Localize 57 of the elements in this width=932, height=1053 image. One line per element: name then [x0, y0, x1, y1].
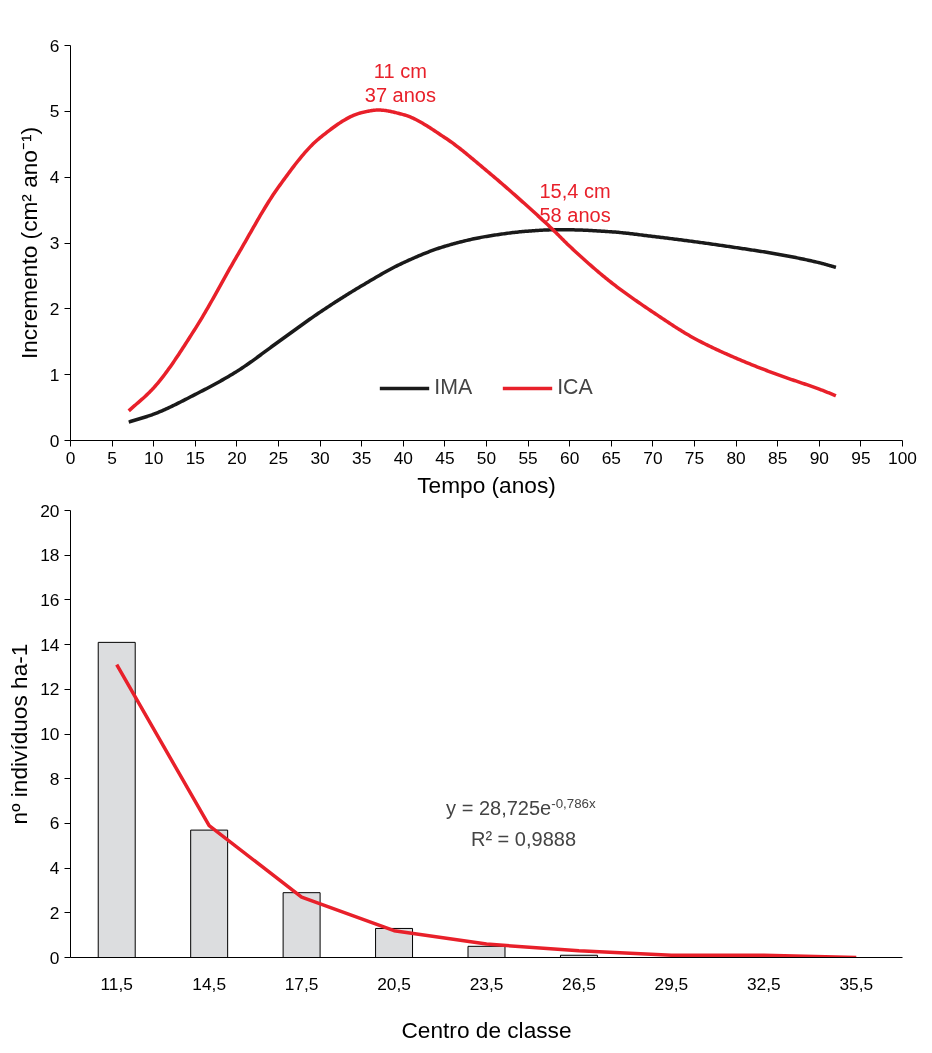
x-axis-title: Centro de classe	[401, 1016, 572, 1043]
y-tick-label: 0	[49, 430, 60, 451]
x-tick-label: 70	[643, 447, 663, 468]
legend-label: ICA	[557, 375, 593, 400]
x-tick-label: 35,5	[839, 973, 874, 994]
y-tick-label: 2	[49, 902, 60, 923]
x-tick-label: 29,5	[654, 973, 689, 994]
x-tick-label: 17,5	[284, 973, 319, 994]
line-series	[114, 662, 859, 958]
x-tick-label: 32,5	[746, 973, 781, 994]
x-tick-label: 26,5	[562, 973, 596, 994]
x-tick-label: 14,5	[192, 973, 227, 994]
annotation: R² = 0,9888	[470, 828, 577, 851]
y-tick-label: 3	[49, 233, 60, 253]
x-tick-label: 20	[227, 447, 247, 468]
y-tick-label: 12	[40, 679, 60, 700]
x-tick-label: 15	[185, 447, 205, 468]
y-tick-label: 16	[40, 589, 60, 610]
y-tick-label: 0	[49, 947, 60, 968]
y-tick-label: 1	[49, 364, 60, 385]
x-tick-label: 45	[435, 447, 455, 468]
y-tick-label: 4	[49, 167, 60, 188]
x-tick-label: 35	[352, 447, 372, 468]
x-tick-label: 25	[268, 447, 289, 468]
x-tick-label: 0	[65, 447, 76, 468]
x-tick-label: 23,5	[469, 973, 504, 994]
x-tick-label: 50	[476, 447, 497, 468]
y-axis-title: Incremento (cm² ano⁻¹)	[15, 126, 42, 360]
y-tick-label: 18	[40, 545, 60, 566]
y-tick-label: 20	[40, 500, 60, 521]
legend-label: IMA	[434, 375, 473, 400]
x-tick-label: 10	[144, 447, 164, 468]
y-tick-label: 6	[49, 813, 60, 834]
x-tick-label: 20,5	[377, 973, 411, 994]
x-tick-label: 55	[518, 447, 538, 468]
x-tick-label: 11,5	[100, 973, 133, 994]
x-tick-label: 80	[726, 447, 746, 468]
y-tick-label: 6	[49, 35, 60, 56]
x-tick-label: 75	[684, 447, 705, 468]
y-tick-label: 10	[40, 724, 60, 744]
y-axis-title: nº indivíduos ha-1	[6, 643, 33, 825]
x-axis-title: Tempo (anos)	[417, 471, 556, 498]
x-tick-label: 85	[768, 447, 788, 468]
y-tick-label: 2	[49, 298, 60, 319]
y-tick-label: 14	[40, 634, 60, 655]
x-tick-label: 40	[393, 447, 413, 468]
x-tick-label: 100	[888, 447, 917, 468]
y-tick-label: 4	[49, 858, 60, 879]
x-tick-label: 5	[107, 447, 117, 468]
x-tick-label: 65	[601, 447, 621, 468]
y-tick-label: 5	[49, 101, 60, 122]
x-tick-label: 95	[851, 447, 871, 468]
x-tick-label: 90	[809, 447, 829, 468]
x-tick-label: 30	[310, 447, 330, 468]
annotation: 11 cm 37 anos	[364, 59, 436, 107]
x-tick-label: 60	[560, 447, 580, 468]
y-tick-label: 8	[49, 768, 60, 789]
